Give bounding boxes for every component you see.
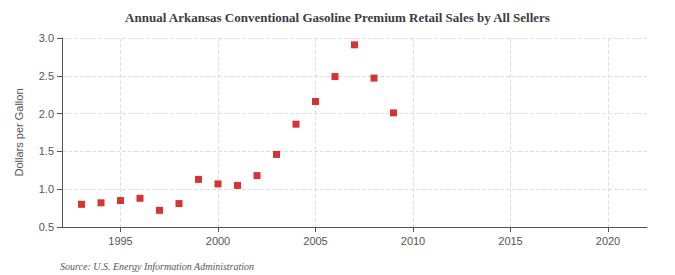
svg-text:2010: 2010: [401, 235, 425, 247]
svg-text:2015: 2015: [498, 235, 522, 247]
svg-text:2000: 2000: [206, 235, 230, 247]
svg-text:2.5: 2.5: [39, 70, 54, 82]
svg-text:2020: 2020: [596, 235, 620, 247]
svg-text:Annual Arkansas Conventional G: Annual Arkansas Conventional Gasoline Pr…: [125, 10, 550, 25]
svg-text:2.0: 2.0: [39, 108, 54, 120]
svg-text:Source: U.S. Energy Informatio: Source: U.S. Energy Information Administ…: [60, 261, 254, 272]
svg-text:0.5: 0.5: [39, 221, 54, 233]
svg-text:1.5: 1.5: [39, 145, 54, 157]
svg-text:3.0: 3.0: [39, 32, 54, 44]
svg-text:1.0: 1.0: [39, 183, 54, 195]
svg-text:1995: 1995: [108, 235, 132, 247]
svg-text:2005: 2005: [303, 235, 327, 247]
svg-text:Dollars per Gallon: Dollars per Gallon: [13, 88, 25, 176]
